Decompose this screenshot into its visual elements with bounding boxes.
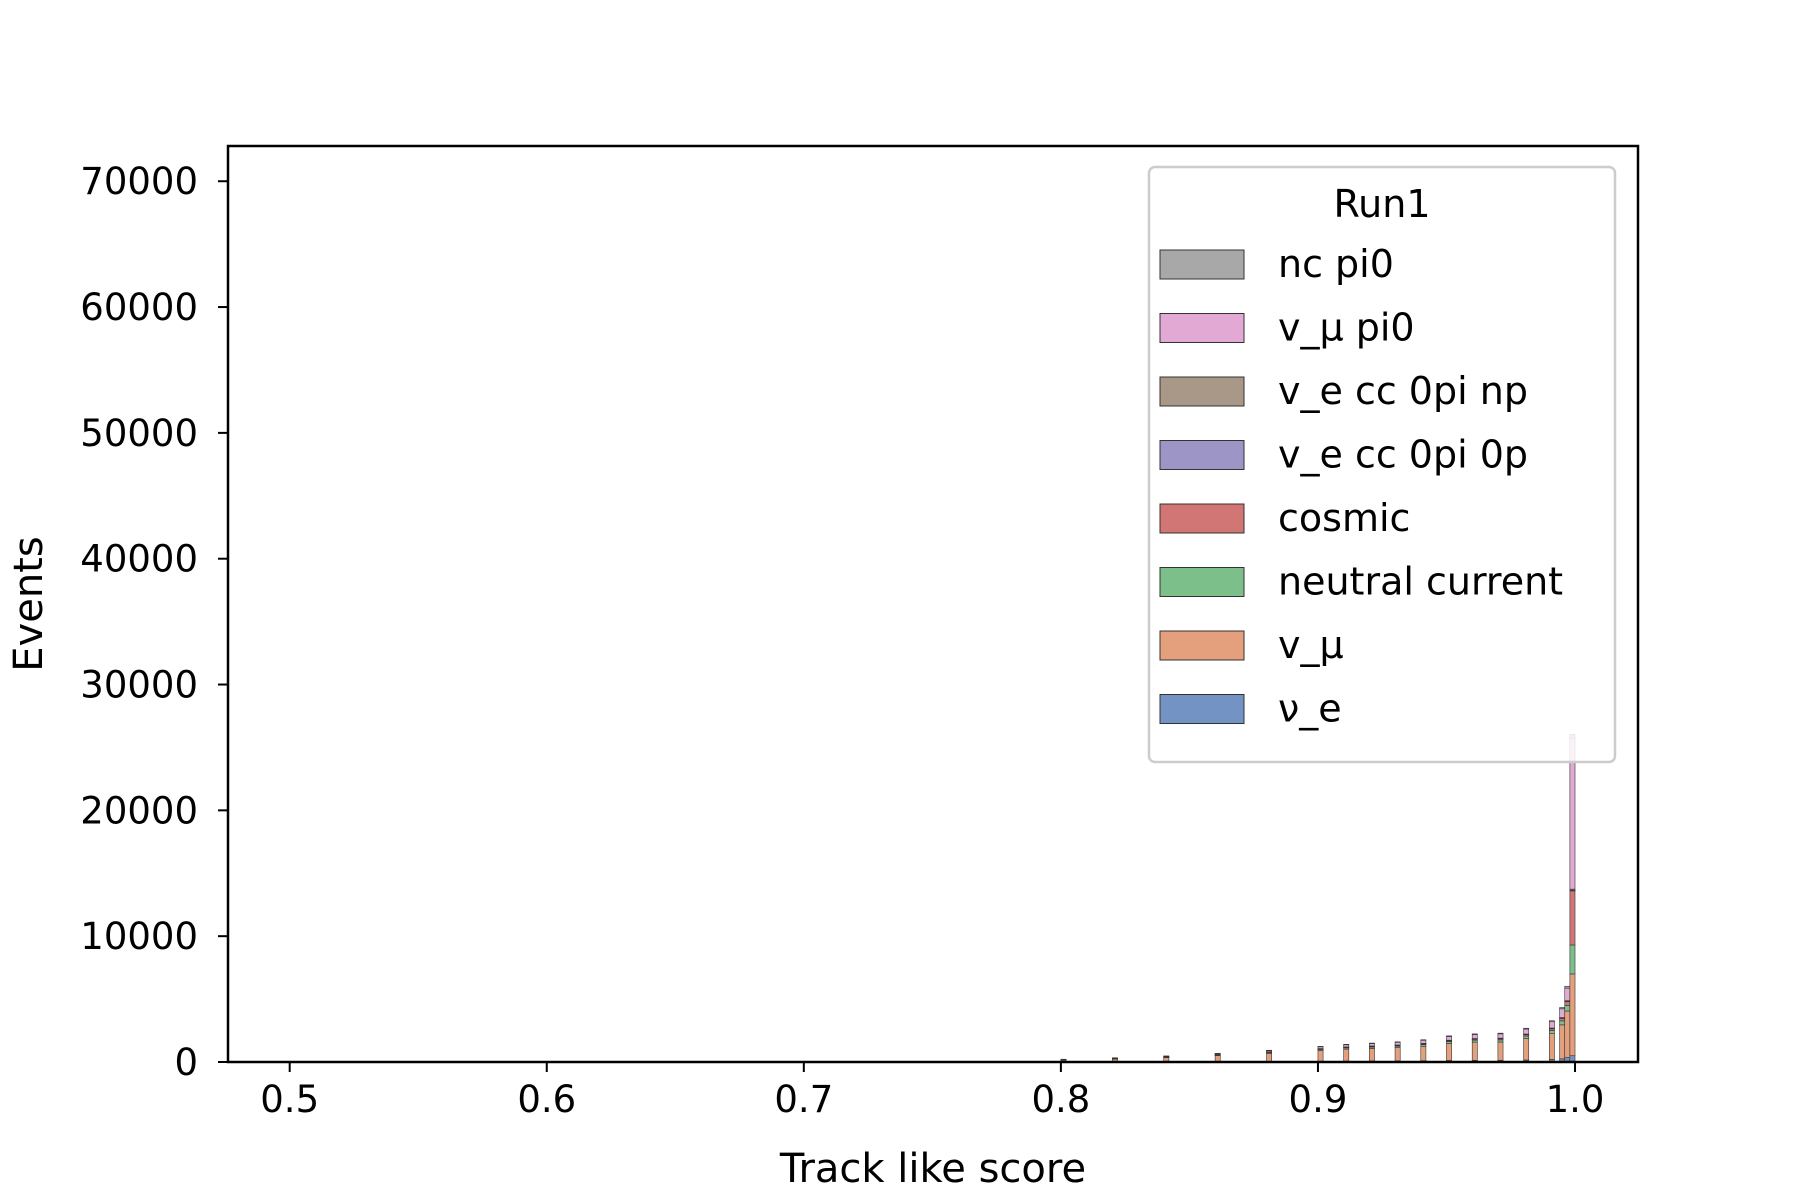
- x-tick-label: 1.0: [1546, 1078, 1605, 1121]
- legend-label: ν_e: [1278, 687, 1342, 731]
- bar-v-pi0: [1497, 1033, 1504, 1039]
- bar-v-pi0: [1471, 1034, 1478, 1039]
- bar-v-: [1343, 1048, 1350, 1062]
- legend-label: cosmic: [1278, 496, 1410, 540]
- bar-cosmic: [1564, 1001, 1571, 1006]
- bar-nc-pi0: [1163, 1055, 1170, 1057]
- y-axis: 0 10000 20000 30000 40000 50000 60000 70000: [80, 160, 228, 1084]
- x-axis-label: Track like score: [779, 1146, 1086, 1192]
- legend-swatch: [1159, 376, 1245, 407]
- legend-swatch: [1159, 249, 1245, 280]
- y-tick-label: 50000: [80, 412, 198, 455]
- legend-swatch: [1159, 503, 1245, 534]
- bar-nc-pi0: [1549, 1020, 1555, 1023]
- bar-cosmic: [1569, 890, 1576, 946]
- bar-nc-pi0: [1559, 1007, 1566, 1010]
- bar-nc-pi0: [1266, 1049, 1272, 1052]
- bar-neutral-current: [1523, 1035, 1530, 1039]
- bar-neutral-current: [1497, 1039, 1504, 1043]
- bar-v-: [1266, 1053, 1272, 1062]
- bar-v-: [1317, 1050, 1324, 1062]
- bar-nc-pi0: [1564, 985, 1571, 989]
- x-tick-label: 0.5: [260, 1078, 319, 1121]
- bar-v-pi0: [1559, 1008, 1566, 1018]
- bar-nc-pi0: [1523, 1027, 1530, 1030]
- histogram-bars: [1060, 734, 1576, 1063]
- bar-v-pi0: [1394, 1041, 1401, 1046]
- bar-v-: [1569, 973, 1576, 1057]
- bar-v-pi0: [1549, 1021, 1555, 1029]
- bar-v-: [1523, 1038, 1530, 1061]
- plot-frame: [226, 144, 1640, 1064]
- bar-nc-pi0: [1471, 1033, 1478, 1035]
- bar-v-pi0: [1446, 1036, 1452, 1041]
- bar-v-: [1369, 1048, 1375, 1062]
- legend-swatch: [1159, 567, 1245, 597]
- legend-swatch: [1159, 440, 1245, 470]
- bar-v-: [1559, 1024, 1566, 1060]
- bar-nc-pi0: [1343, 1044, 1350, 1046]
- x-tick-label: 0.9: [1289, 1078, 1348, 1121]
- legend-label: v_μ: [1278, 623, 1344, 667]
- legend-label: v_e cc 0pi 0p: [1278, 433, 1528, 477]
- bar-nc-pi0: [1497, 1032, 1504, 1035]
- legend-label: nc pi0: [1278, 242, 1394, 286]
- y-tick-label: 10000: [80, 915, 198, 958]
- y-tick-label: 40000: [80, 538, 198, 581]
- bar-v-pi0: [1420, 1039, 1427, 1044]
- x-tick-label: 0.7: [774, 1078, 833, 1121]
- bar-nc-pi0: [1112, 1057, 1118, 1059]
- bar-nc-pi0: [1369, 1042, 1375, 1044]
- bar-nc-pi0: [1394, 1041, 1401, 1043]
- y-tick-label: 70000: [80, 160, 198, 203]
- legend-title: Run1: [1333, 182, 1430, 226]
- bar-nc-pi0: [1420, 1039, 1427, 1041]
- x-axis: 0.5 0.6 0.7 0.8 0.9 1.0: [260, 1062, 1604, 1121]
- bar-v-: [1394, 1047, 1401, 1062]
- legend-swatch: [1159, 313, 1245, 343]
- legend-label: neutral current: [1278, 560, 1563, 604]
- bar-v-: [1549, 1033, 1555, 1060]
- bar-neutral-current: [1564, 1005, 1571, 1012]
- legend-swatch: [1159, 630, 1245, 661]
- legend-label: v_e cc 0pi np: [1278, 369, 1528, 413]
- y-tick-label: 60000: [80, 286, 198, 329]
- bar-v-: [1446, 1043, 1452, 1061]
- y-tick-label: 20000: [80, 789, 198, 832]
- y-tick-label: 30000: [80, 664, 198, 707]
- x-tick-label: 0.8: [1031, 1078, 1090, 1121]
- bar-neutral-current: [1569, 944, 1576, 975]
- x-tick-label: 0.6: [517, 1078, 576, 1121]
- legend-entries: nc pi0 v_μ pi0 v_e cc 0pi np v_e cc 0pi 0p c…: [1159, 242, 1563, 731]
- bar-v-: [1564, 1010, 1571, 1058]
- y-axis-label: Events: [6, 536, 52, 671]
- bar-nc-pi0: [1446, 1035, 1452, 1037]
- y-tick-label: 0: [174, 1041, 198, 1084]
- bar-v-: [1214, 1055, 1221, 1062]
- bar-nc-pi0: [1060, 1058, 1067, 1061]
- legend-label: v_μ pi0: [1278, 306, 1415, 350]
- bar-v-: [1420, 1045, 1427, 1062]
- bar-v-pi0: [1523, 1028, 1530, 1035]
- legend: Run1 nc pi0 v_μ pi0 v_e cc 0pi np v_e cc 0p…: [1147, 165, 1617, 764]
- bar-neutral-current: [1559, 1020, 1566, 1026]
- bar-v-: [1497, 1041, 1504, 1061]
- bar-v-pi0: [1564, 987, 1571, 1002]
- bar-nc-pi0: [1214, 1053, 1221, 1055]
- legend-frame: [1147, 165, 1617, 764]
- bar-neutral-current: [1549, 1030, 1555, 1034]
- bar-v-: [1471, 1041, 1478, 1061]
- bar-nc-pi0: [1317, 1046, 1324, 1048]
- bar-neutral-current: [1471, 1039, 1478, 1043]
- legend-swatch: [1159, 694, 1245, 724]
